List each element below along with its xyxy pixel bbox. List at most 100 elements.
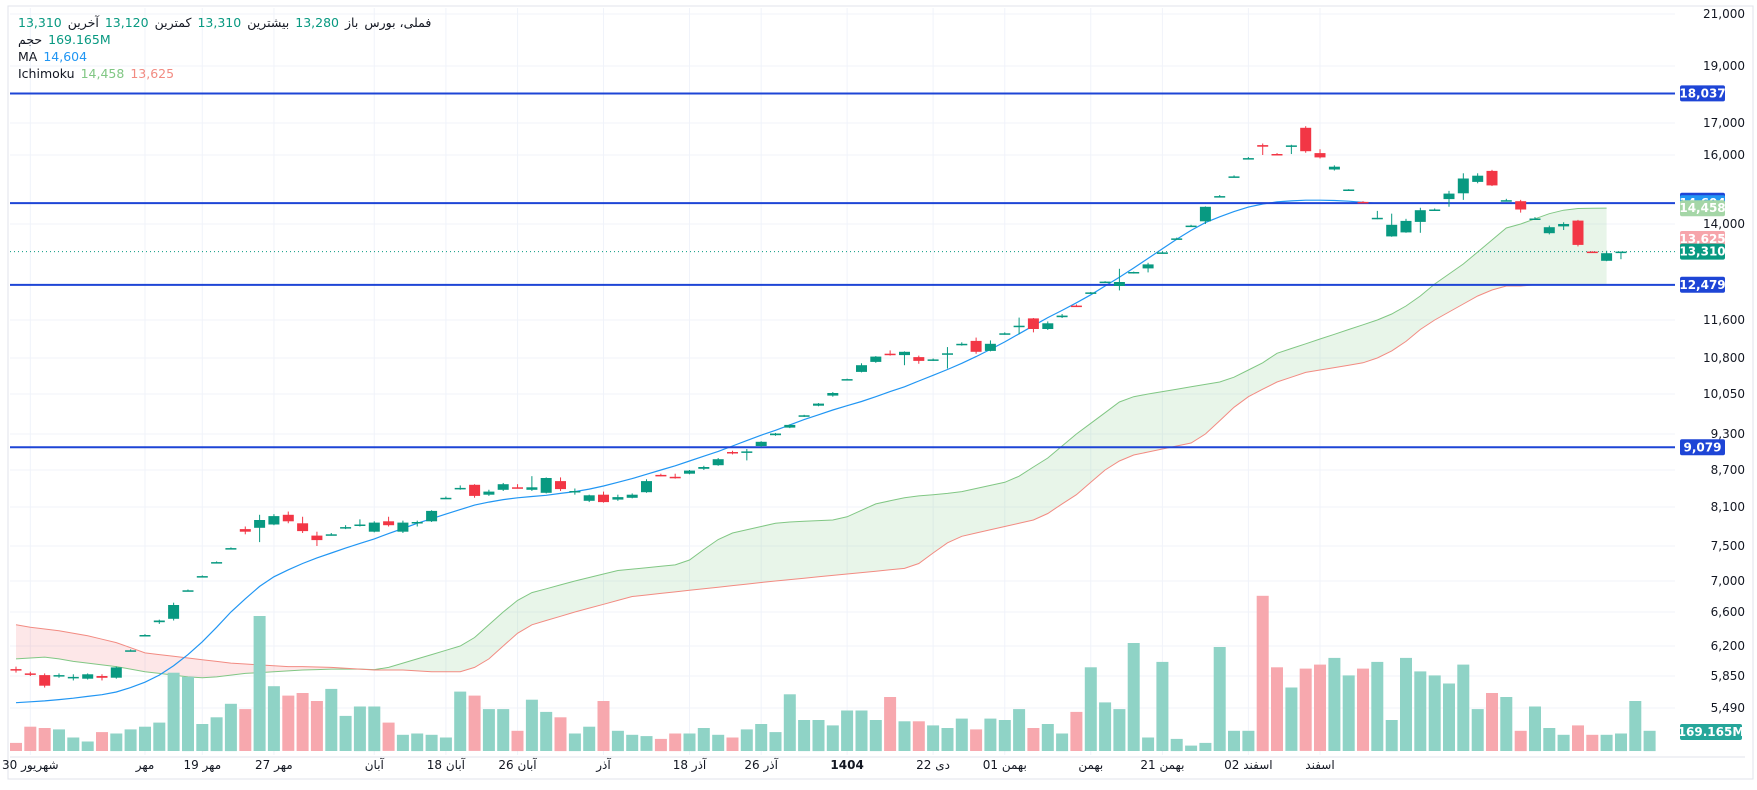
candle [10, 666, 22, 673]
candle-body [254, 520, 266, 528]
candle-body [1056, 315, 1068, 318]
price-tag-span_b: 13,625 [1679, 231, 1726, 247]
candle-body [1027, 318, 1039, 329]
time-axis-tick: 19 مهر [183, 758, 221, 773]
volume-bar [196, 724, 209, 751]
candle [411, 520, 423, 527]
volume-bar [1443, 683, 1455, 751]
volume-bar [296, 693, 309, 751]
candle [82, 673, 94, 680]
price-axis-tick: 9,300 [1711, 427, 1745, 441]
volume-bar [1156, 661, 1169, 751]
candle [899, 351, 910, 366]
candle-body [325, 534, 337, 536]
candle [1285, 144, 1297, 155]
volume-bar [1099, 702, 1112, 751]
price-axis-tick: 17,000 [1703, 116, 1745, 130]
chart-frame [7, 5, 1754, 780]
candle-body [1443, 193, 1455, 200]
volume-bar [583, 726, 596, 751]
candle-body [999, 333, 1011, 335]
volume-bar [597, 701, 610, 751]
close-value: 13,310 [18, 15, 62, 30]
candle [770, 432, 781, 436]
candle-body [1371, 217, 1383, 220]
candle-body [540, 478, 552, 493]
candle [454, 485, 466, 490]
volume-bar [67, 737, 80, 751]
ma-label[interactable]: MA [18, 49, 38, 64]
candle-body [669, 476, 681, 479]
candle [999, 332, 1011, 335]
candle-body [411, 522, 423, 524]
chart-legend: فملی، بورس باز 13,280 بیشترین 13,310 کمتری… [18, 14, 431, 82]
price-axis-tick: 11,600 [1703, 313, 1745, 327]
volume-bar [339, 715, 352, 751]
volume-bar [1500, 697, 1513, 751]
candle-body [110, 667, 122, 678]
candle-body [125, 650, 137, 652]
volume-bar [497, 709, 510, 751]
cloud-bullish [345, 208, 1607, 672]
candle-body [139, 635, 151, 637]
candle-body [1156, 252, 1168, 254]
candle-body [225, 548, 237, 550]
volume-label[interactable]: حجم [18, 32, 43, 47]
volume-bar [841, 710, 854, 751]
candle [555, 477, 566, 491]
candle [139, 634, 151, 637]
volume-bar [912, 721, 925, 751]
candle-body [1013, 325, 1025, 328]
volume-tag-bg [1680, 724, 1742, 740]
candle [1099, 281, 1111, 284]
ma-row: MA 14,604 [18, 48, 431, 65]
candle-body [1085, 292, 1097, 294]
volume-bar [855, 710, 868, 751]
candle-body [984, 343, 996, 351]
candle-body [927, 359, 939, 361]
candle-body [1185, 225, 1197, 228]
candle [53, 673, 65, 678]
ichimoku-label[interactable]: Ichimoku [18, 66, 75, 81]
time-axis-tick: آذر [595, 757, 611, 773]
volume-bar [482, 709, 495, 751]
candle-body [1300, 127, 1312, 152]
candle-body [741, 451, 753, 453]
volume-bar [1170, 738, 1183, 752]
time-axis-tick: 26 آذر [744, 757, 778, 773]
candle-body [1228, 176, 1240, 178]
volume-bar [1385, 720, 1398, 752]
candle [626, 493, 638, 499]
candle-body [512, 487, 523, 489]
candle-body [1357, 201, 1369, 204]
candle-body [268, 516, 280, 525]
volume-bar [927, 725, 940, 751]
candle [741, 449, 753, 461]
price-axis[interactable]: 21,000 19,000 17,000 16,000 14,000 11,600 10,8… [1703, 7, 1745, 715]
candle [1027, 318, 1039, 333]
volume-bar [740, 729, 753, 751]
price-tags: 18,03714,67614,60414,45813,62513,31012,4… [1678, 85, 1744, 740]
candle [540, 477, 552, 494]
candle-body [555, 481, 566, 490]
volume-bar [1199, 742, 1212, 751]
candle-body [626, 494, 638, 498]
candle [497, 482, 509, 491]
time-axis[interactable]: 30 شهریور مهر 19 مهر 27 مهر آبان 18 آبان 26 آب… [2, 756, 1745, 773]
candle-body [1558, 224, 1570, 227]
time-axis-tick: بهمن [1078, 758, 1103, 773]
volume-bar [310, 701, 323, 751]
price-tag-bg [1680, 200, 1725, 217]
candle [942, 347, 953, 369]
volume-bar [139, 726, 151, 751]
candle-body [698, 467, 710, 469]
candle-body [884, 353, 896, 356]
candle-body [1042, 323, 1054, 329]
volume-bar [1070, 711, 1083, 751]
symbol-name[interactable]: فملی، بورس [364, 15, 432, 30]
horizontal-levels[interactable] [10, 92, 1675, 449]
volume-tag: 169.165M [1678, 724, 1744, 740]
candle-body [913, 357, 925, 361]
close-label: آخرین [67, 15, 99, 30]
